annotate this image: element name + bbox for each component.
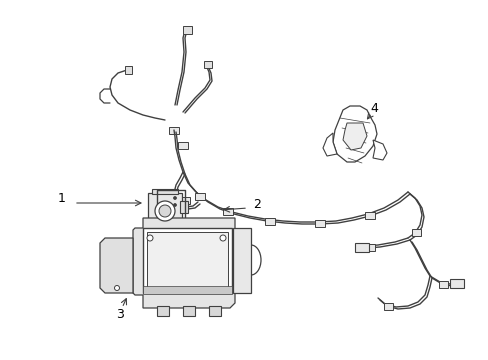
Bar (180, 197, 189, 203)
Bar (183, 26, 192, 34)
Text: 4: 4 (369, 102, 377, 114)
Circle shape (155, 201, 175, 221)
Bar (449, 279, 463, 288)
Bar (203, 61, 212, 68)
Polygon shape (372, 140, 386, 160)
Bar (147, 232, 227, 289)
Circle shape (114, 285, 119, 291)
Polygon shape (100, 238, 133, 293)
Text: 1: 1 (58, 193, 66, 206)
Ellipse shape (163, 195, 178, 203)
Bar (169, 126, 179, 134)
Bar (208, 306, 221, 316)
Circle shape (168, 207, 173, 212)
Bar (142, 286, 231, 294)
Bar (383, 302, 392, 310)
Circle shape (173, 197, 176, 199)
Bar (365, 243, 374, 251)
Polygon shape (133, 218, 246, 308)
Circle shape (147, 235, 153, 241)
Bar (232, 228, 250, 293)
Bar (438, 280, 447, 288)
Bar (152, 189, 178, 194)
Polygon shape (342, 123, 366, 150)
Bar (142, 228, 231, 293)
Circle shape (220, 235, 225, 241)
Bar (157, 306, 169, 316)
Bar (148, 193, 182, 223)
Bar (264, 217, 274, 225)
Circle shape (174, 213, 179, 219)
Text: 3: 3 (116, 309, 123, 321)
Polygon shape (323, 133, 336, 156)
Bar (223, 207, 232, 215)
Circle shape (173, 203, 176, 207)
Circle shape (159, 205, 171, 217)
Bar (411, 229, 420, 235)
Bar (183, 306, 195, 316)
Bar (314, 220, 325, 226)
Bar (364, 211, 374, 219)
Bar (354, 243, 368, 252)
Bar (180, 201, 187, 213)
Bar (178, 141, 187, 148)
Polygon shape (332, 106, 376, 162)
Bar (195, 193, 204, 199)
Circle shape (152, 213, 157, 219)
Bar (125, 66, 132, 74)
Text: 2: 2 (253, 198, 261, 211)
